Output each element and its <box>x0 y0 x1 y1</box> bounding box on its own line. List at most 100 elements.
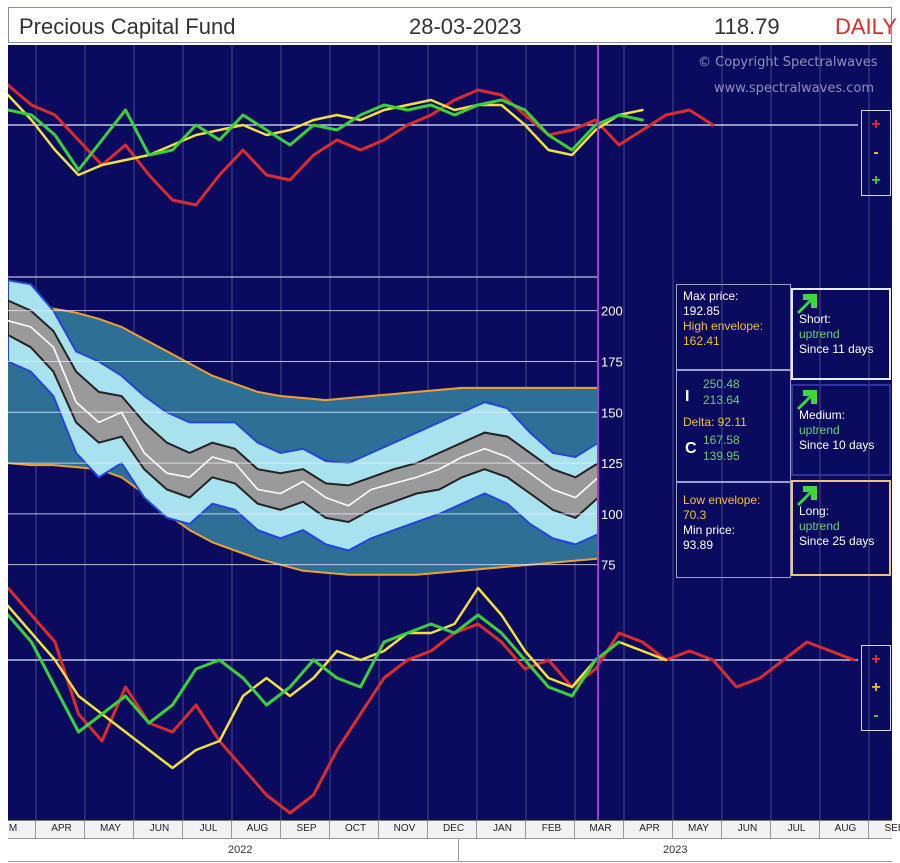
x-axis-years: 2022 2023 <box>8 838 892 862</box>
medium-since: Since 10 days <box>799 438 875 452</box>
long-trend-box: Long: uptrend Since 25 days <box>791 480 891 576</box>
month-label: DEC <box>442 823 465 834</box>
header-bar: Precious Capital Fund 28-03-2023 118.79 … <box>8 7 897 43</box>
medium-trend: uptrend <box>799 423 840 437</box>
month-label: MAY <box>688 823 709 834</box>
header-date: 28-03-2023 <box>409 14 522 39</box>
bottom-green-line <box>8 613 621 734</box>
price-tick-label: 125 <box>601 456 623 471</box>
up-arrow-icon <box>797 486 817 506</box>
header-price: 118.79 <box>714 14 780 39</box>
month-label: MAR <box>589 823 612 834</box>
bottom-panel-signs: + + - <box>861 645 891 731</box>
month-label: APR <box>639 823 660 834</box>
i-label: I <box>685 388 690 405</box>
long-since: Since 25 days <box>799 534 875 548</box>
month-label: AUG <box>834 823 857 834</box>
month-divider <box>672 821 673 839</box>
short-label: Short: <box>799 312 832 326</box>
month-label: SEP <box>884 823 900 834</box>
month-label: SEP <box>296 823 317 834</box>
sign-2: - <box>873 707 879 724</box>
min-price-value: 93.89 <box>683 538 714 552</box>
delta-text: Delta: 92.11 <box>683 415 747 429</box>
header-frequency: DAILY <box>835 14 897 39</box>
price-tick-label: 150 <box>601 405 623 420</box>
long-trend: uptrend <box>799 519 840 533</box>
max-price-box: Max price: 192.85 High envelope: 162.41 <box>676 284 791 370</box>
month-label: JUN <box>149 823 170 834</box>
i-value-1: 250.48 <box>703 377 740 391</box>
month-label: JAN <box>493 823 512 834</box>
price-tick-label: 175 <box>601 354 623 369</box>
price-tick-label: 200 <box>601 304 623 319</box>
month-divider <box>574 821 575 839</box>
month-label: JUL <box>787 823 806 834</box>
month-divider <box>329 821 330 839</box>
month-divider <box>819 821 820 839</box>
month-label: NOV <box>393 823 416 834</box>
c-label: C <box>685 440 697 457</box>
high-envelope-label: High envelope: <box>683 319 764 333</box>
high-envelope-line <box>8 307 600 402</box>
top-red-line <box>8 83 715 207</box>
top-yellow-line <box>8 93 644 177</box>
medium-trend-box: Medium: uptrend Since 10 days <box>791 384 891 476</box>
year-label: 2022 <box>228 844 253 856</box>
x-axis-months: M APR MAY JUN JUL AUG SEP OCT NOV DEC JAN FEB MAR APR… <box>8 820 900 839</box>
month-divider <box>427 821 428 839</box>
month-label: OCT <box>344 823 367 834</box>
month-label: FEB <box>541 823 562 834</box>
month-divider <box>476 821 477 839</box>
sign-1: - <box>873 144 879 161</box>
medium-label: Medium: <box>799 408 846 422</box>
year-label: 2023 <box>663 844 688 856</box>
price-tick-label: 100 <box>601 507 623 522</box>
price-line <box>8 320 599 507</box>
chart-area: 200 175 150 125 100 75 © Copyright Spectralwa… <box>8 45 892 820</box>
info-panel: Max price: 192.85 High envelope: 162.41 … <box>676 284 893 578</box>
month-divider <box>623 821 624 839</box>
up-arrow-icon <box>797 294 817 314</box>
month-label: APR <box>51 823 72 834</box>
sign-1: + <box>871 679 881 696</box>
website-text: www.spectralwaves.com <box>714 81 874 96</box>
month-divider <box>721 821 722 839</box>
max-price-value: 192.85 <box>683 304 720 318</box>
short-trend-box: Short: uptrend Since 11 days <box>791 288 891 380</box>
copyright-text: © Copyright Spectralwaves <box>698 55 878 70</box>
month-label: MAY <box>100 823 121 834</box>
month-divider <box>182 821 183 839</box>
month-divider <box>35 821 36 839</box>
month-divider <box>133 821 134 839</box>
month-label: M <box>8 823 18 834</box>
price-tick-label: 75 <box>601 558 615 573</box>
ic-box: I 250.48 213.64 Delta: 92.11 C 167.58 13… <box>676 370 791 482</box>
max-price-label: Max price: <box>683 289 739 303</box>
month-divider <box>280 821 281 839</box>
short-trend: uptrend <box>799 327 840 341</box>
month-divider <box>868 821 869 839</box>
sign-0: + <box>871 116 881 133</box>
fund-name: Precious Capital Fund <box>19 14 236 39</box>
chart-svg: 200 175 150 125 100 75 <box>8 45 870 820</box>
c-value-1: 167.58 <box>703 433 740 447</box>
month-divider <box>231 821 232 839</box>
year-divider <box>458 839 459 861</box>
top-green-line <box>8 98 644 172</box>
low-envelope-box: Low envelope: 70.3 Min price: 93.89 <box>676 482 791 578</box>
sign-0: + <box>871 651 881 668</box>
month-divider <box>525 821 526 839</box>
bottom-red-line <box>8 586 856 815</box>
i-value-2: 213.64 <box>703 393 740 407</box>
month-label: AUG <box>246 823 269 834</box>
month-divider <box>84 821 85 839</box>
c-value-2: 139.95 <box>703 449 740 463</box>
month-label: JUL <box>199 823 218 834</box>
low-envelope-value: 70.3 <box>683 508 707 522</box>
month-divider <box>770 821 771 839</box>
high-envelope-value: 162.41 <box>683 334 720 348</box>
long-label: Long: <box>799 504 830 518</box>
up-arrow-icon <box>797 390 817 410</box>
min-price-label: Min price: <box>683 523 736 537</box>
